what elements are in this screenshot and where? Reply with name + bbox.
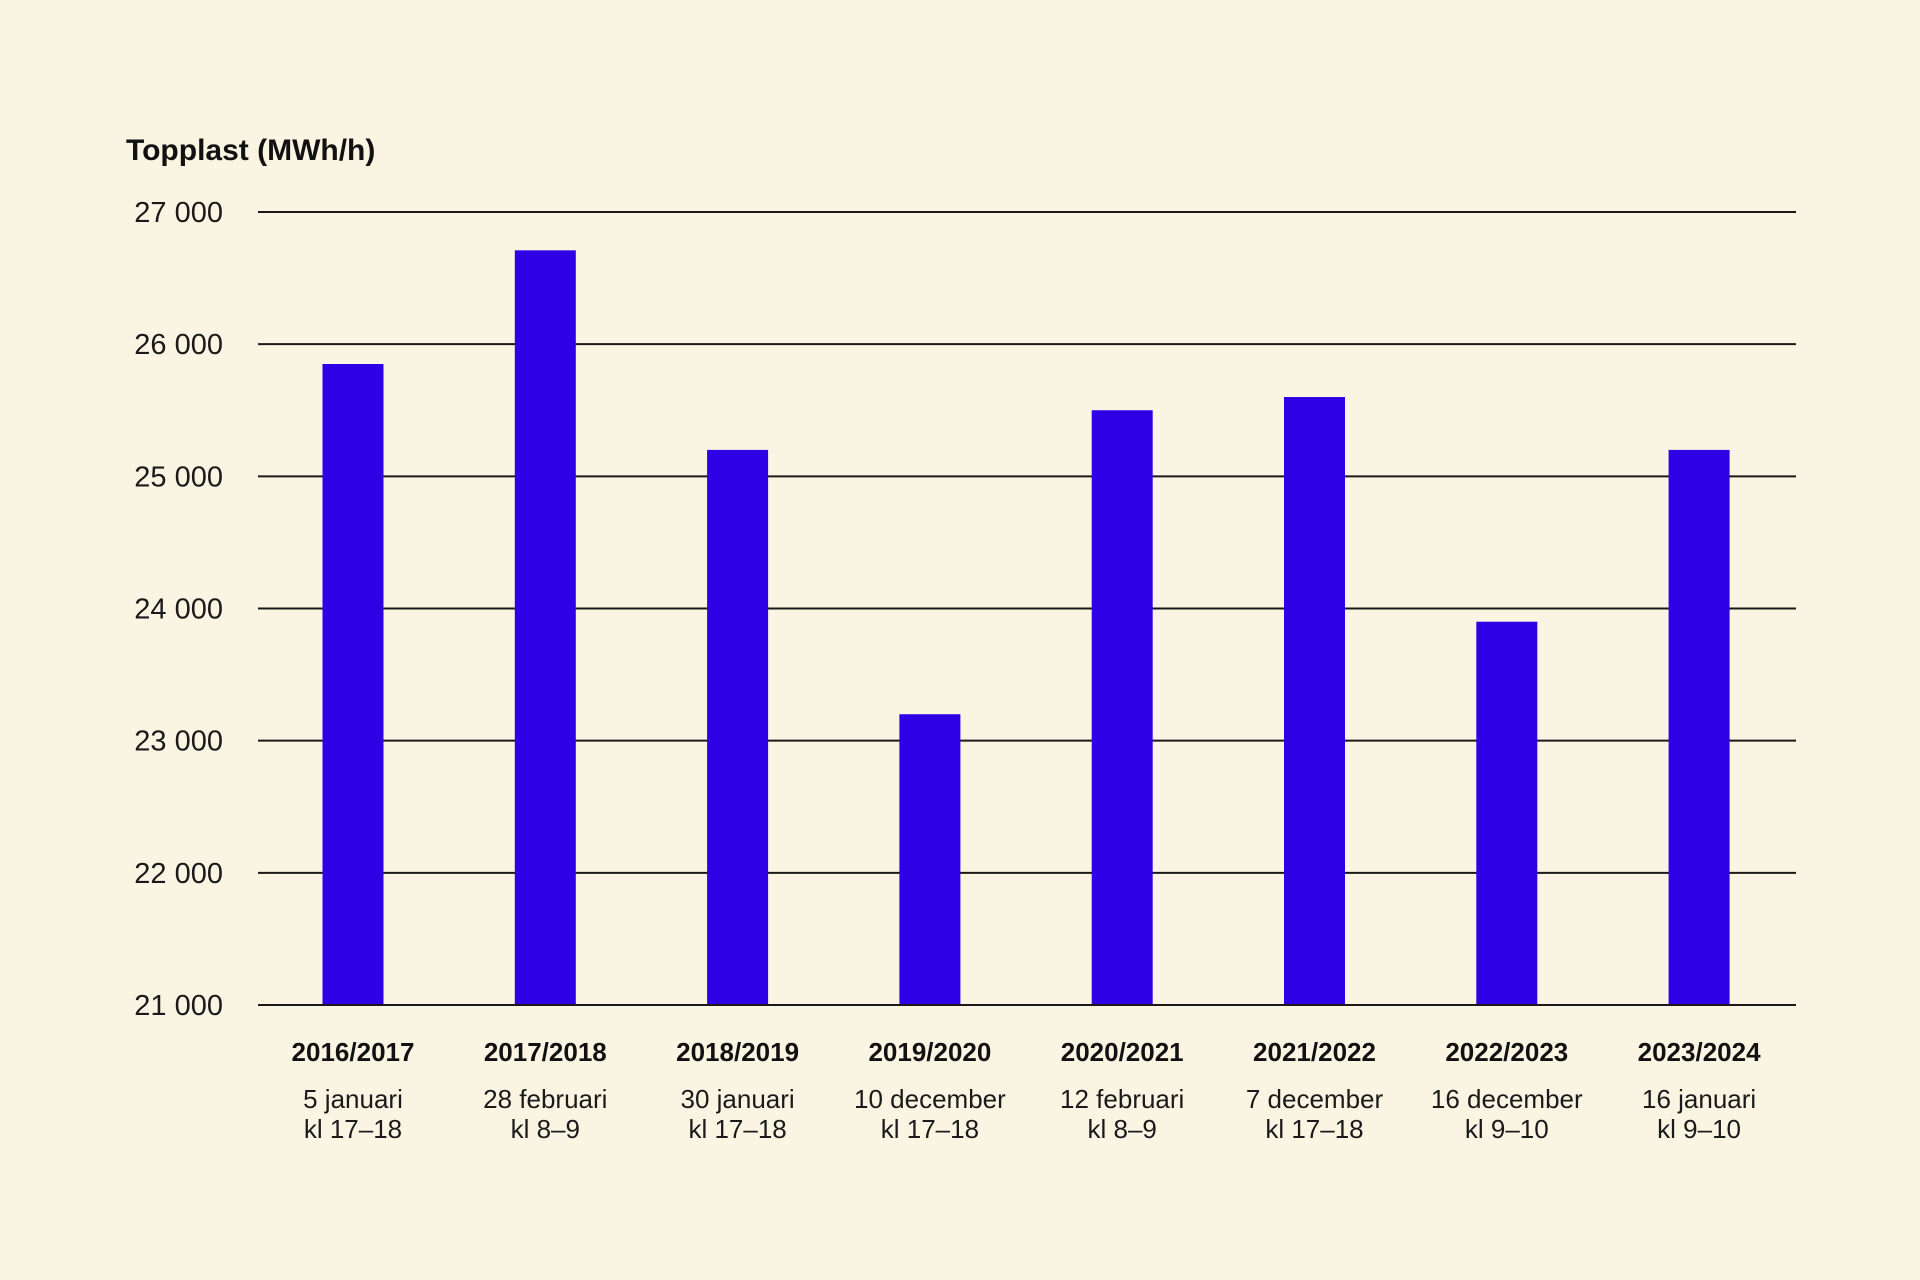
x-hour-label: kl 17–18	[1265, 1114, 1363, 1144]
x-category-label: 2022/2023	[1445, 1037, 1568, 1067]
y-tick-label: 21 000	[134, 990, 223, 1022]
bar-2020-2021	[1091, 410, 1153, 1005]
chart-title: Topplast (MWh/h)	[126, 134, 375, 167]
x-category-label: 2020/2021	[1061, 1037, 1184, 1067]
bar-2019-2020	[899, 714, 961, 1005]
x-hour-label: kl 17–18	[304, 1114, 402, 1144]
bar-2018-2019	[707, 449, 769, 1005]
bar-2022-2023	[1476, 621, 1538, 1005]
x-date-label: 16 januari	[1642, 1084, 1756, 1114]
x-category-label: 2016/2017	[292, 1037, 415, 1067]
bars	[322, 250, 1730, 1005]
y-tick-label: 24 000	[134, 594, 223, 626]
bar-2023-2024	[1668, 449, 1730, 1005]
x-date-label: 28 februari	[483, 1084, 607, 1114]
x-date-label: 7 december	[1246, 1084, 1384, 1114]
x-date-label: 5 januari	[303, 1084, 403, 1114]
x-hour-label: kl 9–10	[1657, 1114, 1741, 1144]
y-tick-label: 22 000	[134, 858, 223, 890]
gridlines	[258, 211, 1796, 1006]
x-date-label: 10 december	[854, 1084, 1006, 1114]
x-hour-label: kl 8–9	[1088, 1114, 1157, 1144]
x-date-label: 16 december	[1431, 1084, 1583, 1114]
y-tick-label: 25 000	[134, 461, 223, 493]
x-hour-label: kl 9–10	[1465, 1114, 1549, 1144]
bar-2021-2022	[1284, 397, 1345, 1005]
bar-2016-2017	[322, 363, 384, 1005]
y-tick-label: 23 000	[134, 726, 223, 758]
x-date-label: 12 februari	[1060, 1084, 1184, 1114]
x-category-label: 2021/2022	[1253, 1037, 1376, 1067]
y-tick-label: 27 000	[134, 197, 223, 229]
x-hour-label: kl 8–9	[511, 1114, 580, 1144]
x-category-label: 2023/2024	[1638, 1037, 1761, 1067]
y-tick-label: 26 000	[134, 329, 223, 361]
x-category-label: 2018/2019	[676, 1037, 799, 1067]
x-category-label: 2019/2020	[868, 1037, 991, 1067]
x-hour-label: kl 17–18	[688, 1114, 786, 1144]
bar-2017-2018	[514, 250, 576, 1005]
x-hour-label: kl 17–18	[881, 1114, 979, 1144]
x-category-label: 2017/2018	[484, 1037, 607, 1067]
x-date-label: 30 januari	[680, 1084, 794, 1114]
y-axis-ticks: 27 000 26 000 25 000 24 000 23 000 22 000 21 0…	[134, 197, 223, 1022]
